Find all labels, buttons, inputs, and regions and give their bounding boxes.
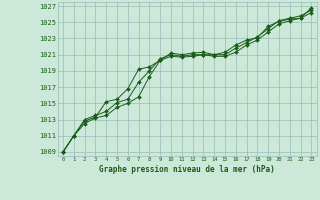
X-axis label: Graphe pression niveau de la mer (hPa): Graphe pression niveau de la mer (hPa) xyxy=(99,165,275,174)
